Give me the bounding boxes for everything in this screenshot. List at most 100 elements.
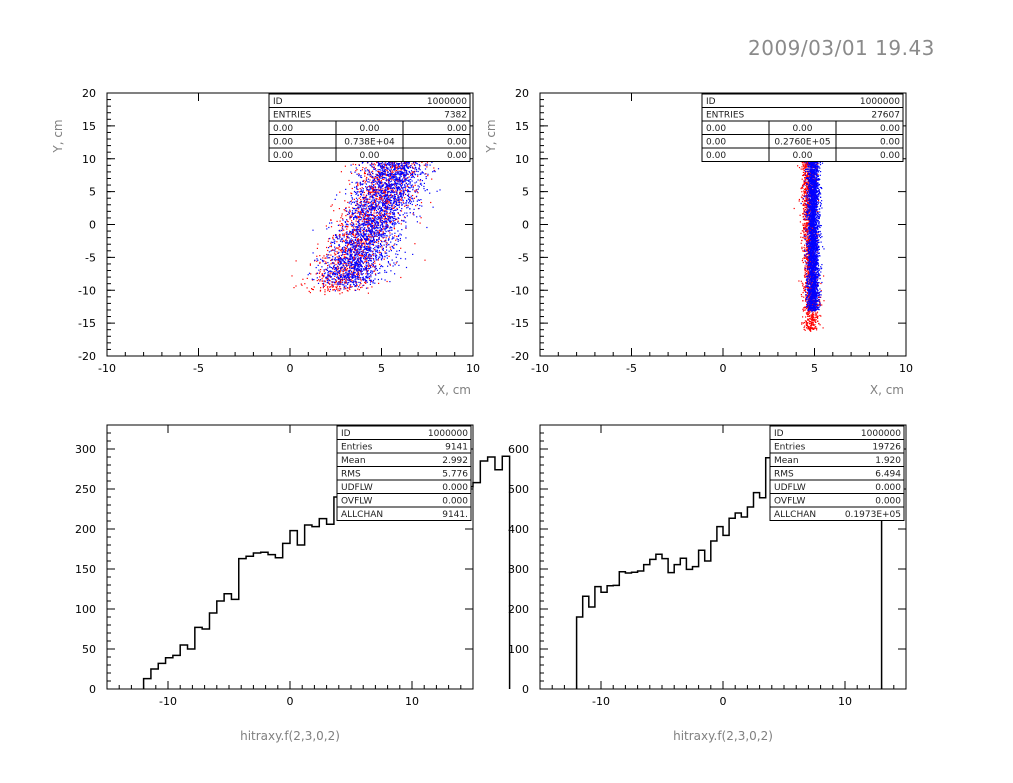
scatter-point — [390, 189, 392, 191]
scatter-point — [358, 245, 360, 247]
scatter-point — [363, 191, 365, 194]
scatter-point — [374, 178, 376, 180]
scatter-point — [364, 196, 366, 199]
scatter-point — [336, 251, 338, 253]
scatter-point — [415, 161, 417, 163]
scatter-point — [374, 260, 376, 262]
scatter-point — [337, 265, 339, 267]
scatter-point — [333, 259, 336, 261]
scatter-point — [379, 205, 381, 207]
scatter-point — [378, 216, 380, 218]
scatter-point — [367, 226, 369, 228]
stats-cell: 0.00 — [273, 151, 293, 161]
scatter-point — [349, 239, 351, 241]
scatter-point — [370, 270, 372, 272]
scatter-point — [390, 219, 392, 221]
scatter-point — [800, 242, 802, 244]
scatter-point — [379, 210, 382, 212]
scatter-point — [411, 173, 414, 175]
scatter-point — [395, 173, 397, 175]
scatter-point — [342, 274, 344, 276]
scatter-point — [345, 242, 347, 244]
scatter-point — [806, 256, 808, 258]
scatter-point — [389, 174, 391, 176]
scatter-point — [370, 279, 372, 281]
scatter-point — [356, 264, 358, 266]
scatter-point — [376, 231, 378, 233]
scatter-point — [390, 195, 392, 197]
scatter-point — [393, 228, 396, 230]
scatter-point — [398, 250, 400, 252]
scatter-point — [357, 232, 359, 235]
scatter-point — [808, 287, 810, 289]
scatter-point — [332, 234, 335, 237]
scatter-point — [329, 274, 331, 276]
scatter-point — [319, 255, 321, 257]
scatter-point — [413, 214, 415, 216]
scatter-point — [313, 286, 315, 288]
date-time-stamp: 2009/03/01 19.43 — [748, 36, 935, 60]
scatter-point — [415, 181, 418, 183]
scatter-point — [361, 243, 363, 245]
scatter-point — [388, 250, 390, 252]
scatter-point — [368, 273, 370, 275]
scatter-point — [339, 262, 341, 264]
scatter-point — [373, 189, 375, 191]
scatter-point — [406, 179, 408, 181]
scatter-point — [404, 167, 406, 169]
scatter-point — [386, 211, 388, 213]
scatter-point — [351, 271, 353, 273]
scatter-point — [358, 269, 360, 272]
scatter-point — [387, 197, 389, 199]
scatter-point — [370, 250, 372, 253]
scatter-point — [359, 263, 361, 265]
scatter-point — [375, 255, 377, 258]
scatter-point — [367, 248, 369, 250]
scatter-point — [368, 201, 370, 203]
scatter-point — [360, 213, 362, 215]
scatter-point — [357, 228, 359, 230]
scatter-point — [331, 204, 333, 206]
scatter-point — [381, 193, 383, 195]
scatter-point — [365, 221, 367, 223]
scatter-point — [338, 233, 341, 236]
scatter-point — [403, 176, 405, 178]
scatter-point — [370, 254, 372, 256]
scatter-point — [404, 197, 406, 199]
scatter-point — [362, 232, 364, 234]
scatter-point — [402, 214, 404, 216]
x-tick-label: 5 — [378, 362, 385, 375]
scatter-point — [381, 165, 383, 167]
scatter-point — [370, 220, 372, 222]
scatter-point — [416, 204, 418, 206]
scatter-point — [354, 191, 356, 193]
scatter-point — [333, 241, 335, 243]
scatter-point — [370, 207, 373, 209]
scatter-point — [367, 249, 369, 251]
scatter-point — [367, 260, 369, 262]
scatter-point — [365, 179, 368, 181]
scatter-point — [371, 176, 373, 178]
scatter-point — [312, 289, 314, 291]
scatter-point — [324, 291, 326, 293]
scatter-point — [353, 234, 355, 236]
scatter-point — [385, 246, 387, 248]
scatter-point — [396, 186, 398, 189]
scatter-point — [380, 219, 382, 221]
scatter-point — [378, 185, 380, 187]
scatter-point — [349, 249, 351, 251]
scatter-point — [336, 273, 338, 275]
scatter-point — [807, 236, 809, 238]
scatter-point — [373, 179, 375, 181]
scatter-point — [377, 226, 379, 229]
scatter-point — [319, 261, 321, 263]
scatter-point — [376, 255, 378, 257]
scatter-point — [351, 275, 353, 277]
scatter-point — [350, 286, 352, 288]
scatter-point — [397, 253, 399, 256]
scatter-point — [345, 262, 347, 264]
scatter-point — [370, 208, 372, 210]
scatter-point — [803, 296, 805, 298]
scatter-point — [398, 264, 400, 266]
scatter-point — [369, 173, 371, 176]
